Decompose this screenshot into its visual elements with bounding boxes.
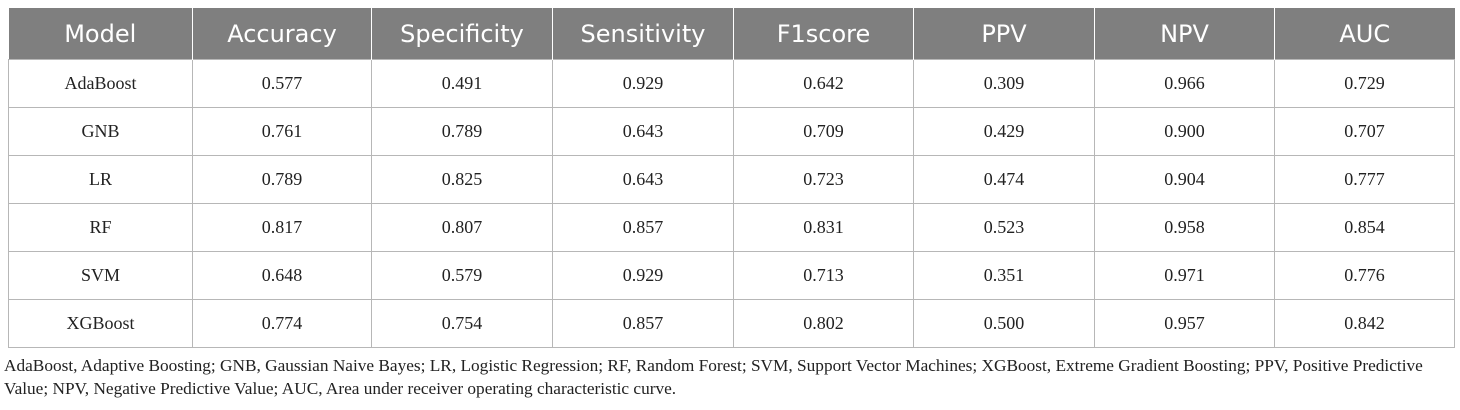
table-cell: 0.643 bbox=[552, 155, 734, 204]
table-cell: 0.729 bbox=[1274, 59, 1455, 108]
table-cell: 0.904 bbox=[1094, 155, 1275, 204]
table-cell: 0.642 bbox=[733, 59, 914, 108]
header-sensitivity: Sensitivity bbox=[552, 8, 734, 60]
table-cell: RF bbox=[8, 203, 193, 252]
table-footnote: AdaBoost, Adaptive Boosting; GNB, Gaussi… bbox=[4, 356, 1423, 398]
table-cell: 0.929 bbox=[552, 59, 734, 108]
table-cell: 0.776 bbox=[1274, 251, 1455, 300]
table-cell: 0.351 bbox=[913, 251, 1095, 300]
table-cell: 0.957 bbox=[1094, 299, 1275, 348]
table-cell: 0.577 bbox=[192, 59, 372, 108]
table-cell: 0.713 bbox=[733, 251, 914, 300]
table-cell: 0.789 bbox=[371, 107, 553, 156]
table-cell: 0.709 bbox=[733, 107, 914, 156]
table-cell: 0.825 bbox=[371, 155, 553, 204]
table-cell: 0.648 bbox=[192, 251, 372, 300]
table-cell: GNB bbox=[8, 107, 193, 156]
table-cell: 0.929 bbox=[552, 251, 734, 300]
table-cell: 0.857 bbox=[552, 299, 734, 348]
table-cell: 0.966 bbox=[1094, 59, 1275, 108]
table-cell: 0.807 bbox=[371, 203, 553, 252]
table-cell: 0.500 bbox=[913, 299, 1095, 348]
table-row: RF 0.817 0.807 0.857 0.831 0.523 0.958 0… bbox=[8, 203, 1455, 252]
table-row: XGBoost 0.774 0.754 0.857 0.802 0.500 0.… bbox=[8, 299, 1455, 348]
table-row: SVM 0.648 0.579 0.929 0.713 0.351 0.971 … bbox=[8, 251, 1455, 300]
table-cell: 0.817 bbox=[192, 203, 372, 252]
table-cell: XGBoost bbox=[8, 299, 193, 348]
table-cell: 0.761 bbox=[192, 107, 372, 156]
header-npv: NPV bbox=[1094, 8, 1275, 60]
table-cell: 0.643 bbox=[552, 107, 734, 156]
header-row: Model Accuracy Specificity Sensitivity F… bbox=[8, 8, 1455, 60]
table-cell: 0.707 bbox=[1274, 107, 1455, 156]
table-cell: 0.831 bbox=[733, 203, 914, 252]
table-cell: 0.309 bbox=[913, 59, 1095, 108]
table-cell: 0.429 bbox=[913, 107, 1095, 156]
table-cell: 0.491 bbox=[371, 59, 553, 108]
header-auc: AUC bbox=[1274, 8, 1455, 60]
table-cell: 0.900 bbox=[1094, 107, 1275, 156]
table-cell: 0.857 bbox=[552, 203, 734, 252]
table-cell: 0.523 bbox=[913, 203, 1095, 252]
table-row: AdaBoost 0.577 0.491 0.929 0.642 0.309 0… bbox=[8, 59, 1455, 108]
header-accuracy: Accuracy bbox=[192, 8, 372, 60]
table-cell: 0.777 bbox=[1274, 155, 1455, 204]
header-specificity: Specificity bbox=[371, 8, 553, 60]
table-cell: 0.474 bbox=[913, 155, 1095, 204]
table-container: Model Accuracy Specificity Sensitivity F… bbox=[4, 8, 1455, 400]
table-cell: 0.774 bbox=[192, 299, 372, 348]
table-cell: SVM bbox=[8, 251, 193, 300]
table-cell: 0.854 bbox=[1274, 203, 1455, 252]
table-cell: LR bbox=[8, 155, 193, 204]
table-row: GNB 0.761 0.789 0.643 0.709 0.429 0.900 … bbox=[8, 107, 1455, 156]
header-f1score: F1score bbox=[733, 8, 914, 60]
header-model: Model bbox=[8, 8, 193, 60]
table-row: LR 0.789 0.825 0.643 0.723 0.474 0.904 0… bbox=[8, 155, 1455, 204]
table-cell: 0.971 bbox=[1094, 251, 1275, 300]
table-cell: 0.842 bbox=[1274, 299, 1455, 348]
results-table: Model Accuracy Specificity Sensitivity F… bbox=[8, 8, 1455, 348]
table-cell: AdaBoost bbox=[8, 59, 193, 108]
header-ppv: PPV bbox=[913, 8, 1095, 60]
table-cell: 0.754 bbox=[371, 299, 553, 348]
table-cell: 0.789 bbox=[192, 155, 372, 204]
table-cell: 0.579 bbox=[371, 251, 553, 300]
table-cell: 0.723 bbox=[733, 155, 914, 204]
table-cell: 0.802 bbox=[733, 299, 914, 348]
table-cell: 0.958 bbox=[1094, 203, 1275, 252]
